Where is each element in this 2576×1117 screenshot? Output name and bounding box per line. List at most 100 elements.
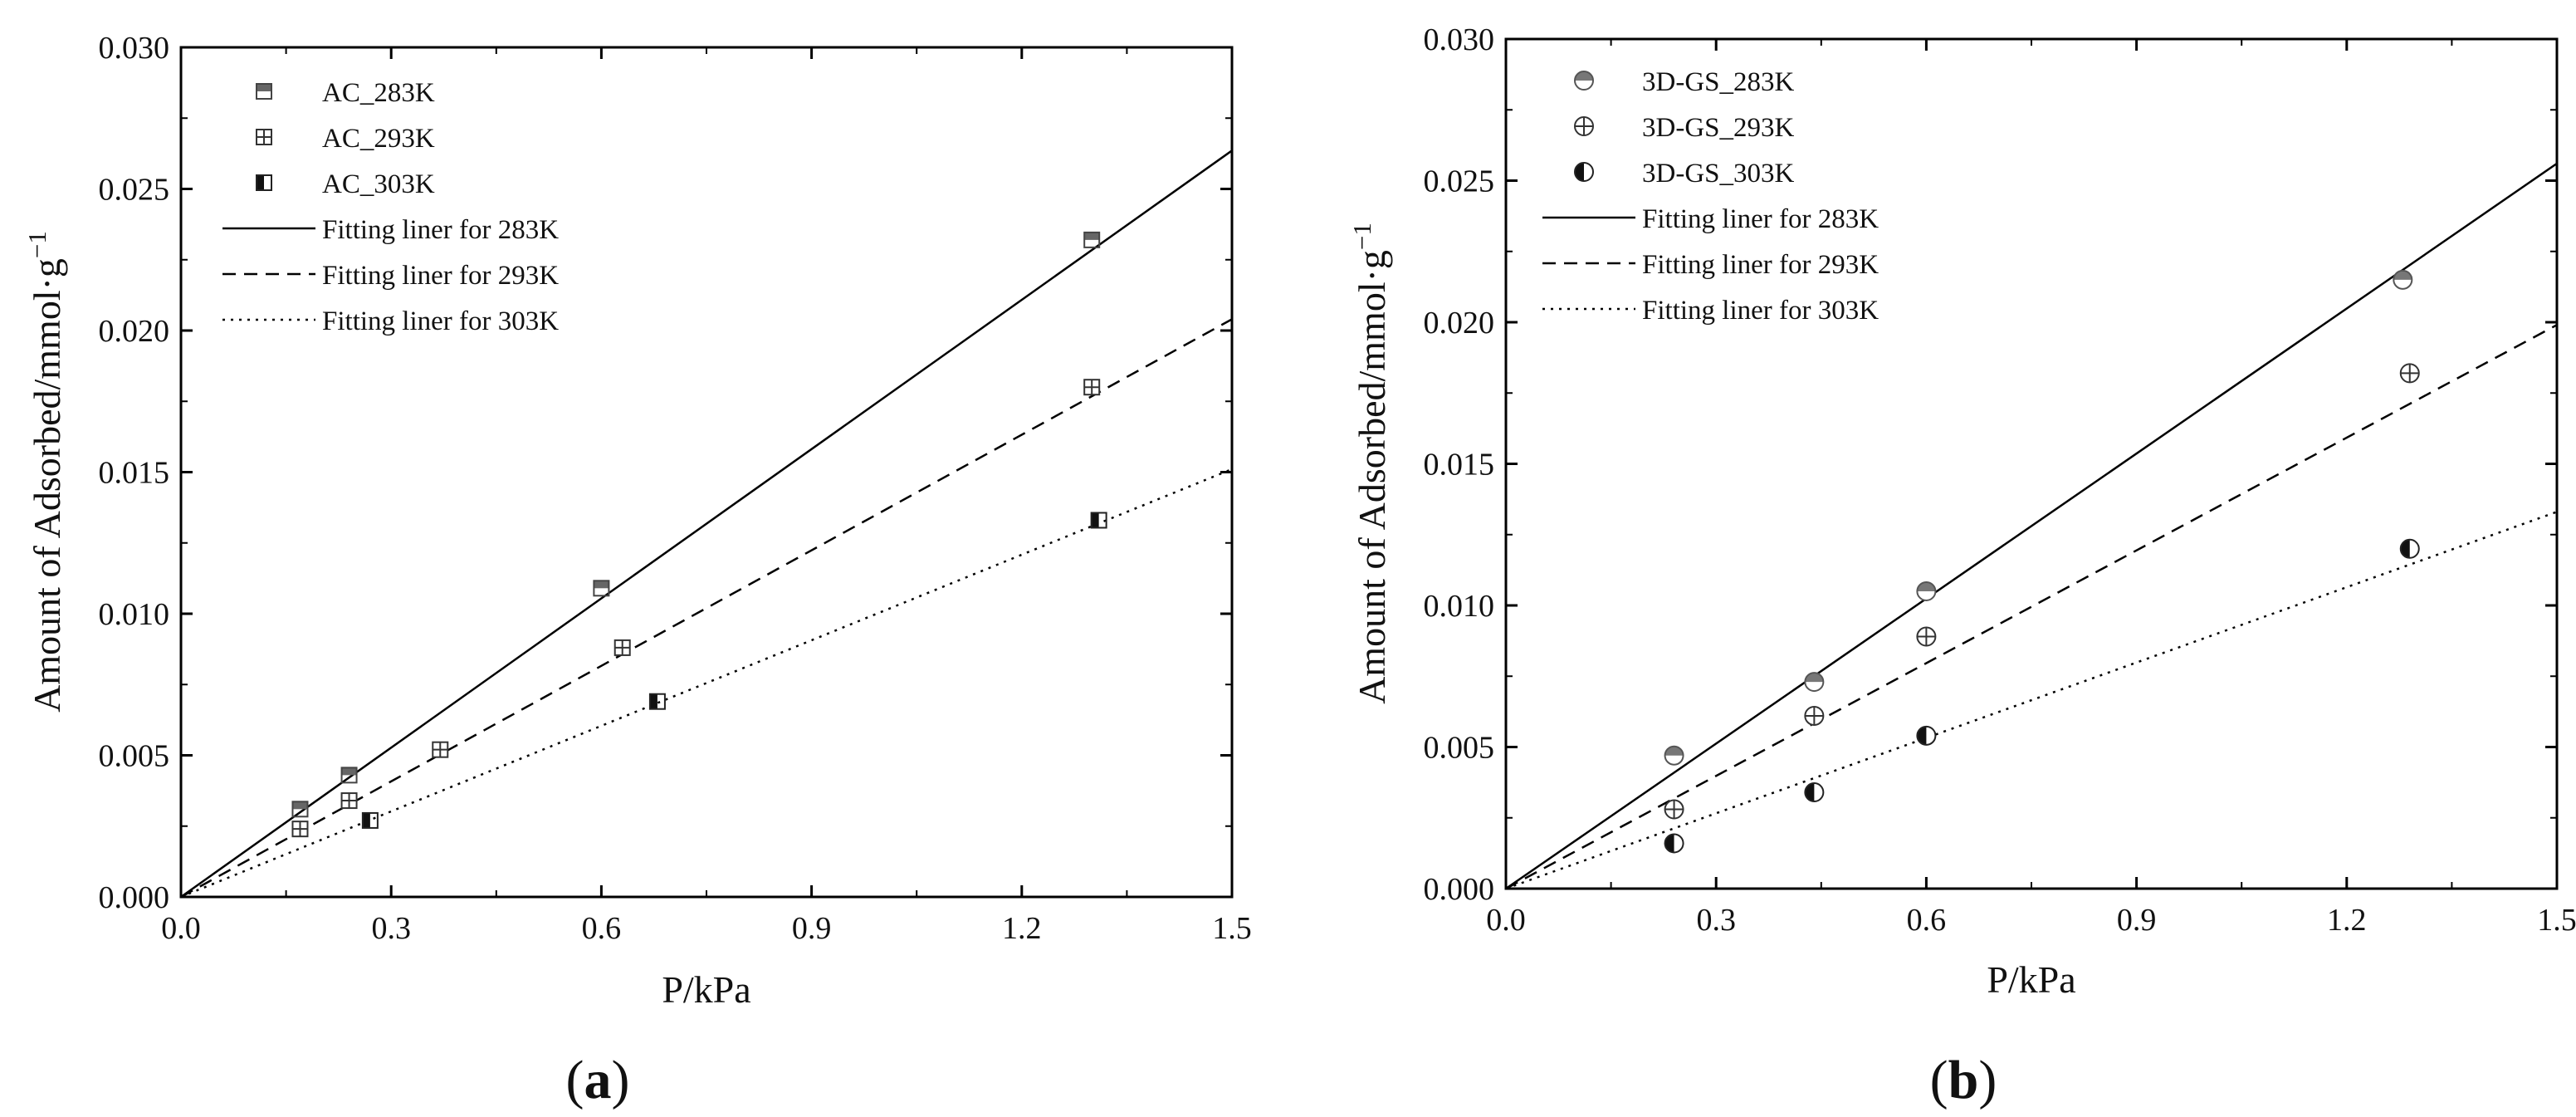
data-point-series-2 — [1090, 512, 1107, 529]
y-tick-labels-a: 0.000 0.005 0.010 0.015 0.020 0.025 0.03… — [99, 31, 170, 915]
legend-a: AC_283K AC_293K AC_303K Fitting liner fo… — [222, 78, 559, 336]
legend-label: 3D-GS_283K — [1642, 67, 1795, 97]
legend-entry-0: AC_283K — [256, 78, 435, 108]
y-tick-label: 0.005 — [99, 739, 170, 774]
y-tick-label: 0.015 — [1424, 448, 1495, 483]
data-points-b — [1664, 269, 2420, 854]
data-point-series-1 — [2399, 363, 2420, 384]
data-point-series-1 — [613, 639, 631, 656]
legend-b: 3D-GS_283K 3D-GS_293K 3D-GS_303K Fitting… — [1542, 67, 1879, 326]
legend-label: Fitting liner for 303K — [1642, 296, 1879, 326]
legend-label: Fitting liner for 293K — [1642, 250, 1879, 280]
legend-entry-fit-1: Fitting liner for 293K — [222, 261, 559, 291]
y-tick-label: 0.030 — [1424, 22, 1495, 57]
panel-b: 3D-GS_283K 3D-GS_293K 3D-GS_303K Fitting… — [1347, 22, 2576, 1110]
x-tick-label: 0.6 — [1907, 903, 1947, 938]
legend-label: 3D-GS_303K — [1642, 159, 1795, 189]
x-axis-title-a: P/kPa — [662, 968, 750, 1011]
data-point-series-1 — [340, 792, 358, 810]
legend-label: AC_293K — [322, 124, 435, 154]
legend-label: Fitting liner for 293K — [322, 261, 559, 291]
y-tick-label: 0.020 — [99, 314, 170, 349]
legend-entry-fit-0: Fitting liner for 283K — [222, 215, 559, 245]
y-tick-label: 0.030 — [99, 31, 170, 66]
fit-line-dashed — [1505, 324, 2558, 890]
x-tick-label: 0.0 — [161, 911, 201, 946]
x-tick-label: 0.3 — [371, 911, 411, 946]
legend-label: Fitting liner for 283K — [322, 215, 559, 245]
data-point-series-1 — [1083, 379, 1101, 396]
y-tick-labels-b: 0.000 0.005 0.010 0.015 0.020 0.025 0.03… — [1424, 22, 1495, 907]
legend-label: AC_303K — [322, 169, 435, 199]
x-tick-label: 0.9 — [2117, 903, 2157, 938]
data-point-series-1 — [291, 821, 309, 838]
x-tick-label: 0.3 — [1696, 903, 1736, 938]
legend-marker — [256, 129, 272, 145]
data-point-series-2 — [2399, 538, 2420, 559]
data-point-series-0 — [1664, 745, 1684, 766]
y-tick-label: 0.010 — [99, 597, 170, 632]
data-point-series-0 — [593, 580, 610, 597]
legend-entry-fit-0: Fitting liner for 283K — [1542, 204, 1879, 234]
tick-marks-b — [1504, 37, 2559, 890]
x-axis-title-b: P/kPa — [1987, 958, 2075, 1001]
legend-label: AC_283K — [322, 78, 435, 108]
fit-lines-b — [1505, 162, 2558, 890]
legend-marker — [256, 83, 272, 100]
legend-marker — [256, 174, 272, 191]
data-point-series-1 — [1916, 626, 1937, 647]
data-point-series-1 — [1804, 705, 1825, 726]
data-point-series-2 — [1916, 725, 1937, 746]
legend-label: Fitting liner for 303K — [322, 306, 559, 336]
y-axis-title-b: Amount of Adsorbed/mmol·g−1 — [1347, 223, 1393, 704]
legend-entry-0: 3D-GS_283K — [1574, 67, 1795, 97]
fit-line-dotted — [1505, 511, 2558, 890]
data-point-series-2 — [648, 693, 666, 710]
x-tick-label: 1.5 — [1212, 911, 1252, 946]
data-point-series-0 — [1804, 672, 1825, 693]
x-tick-label: 0.6 — [582, 911, 622, 946]
legend-entry-2: AC_303K — [256, 169, 435, 199]
data-point-series-2 — [1804, 782, 1825, 803]
fit-line-solid — [1505, 162, 2558, 890]
data-point-series-2 — [1664, 833, 1684, 854]
panel-label-a: (a) — [566, 1050, 630, 1110]
panel-a: AC_283K AC_293K AC_303K Fitting liner fo… — [22, 31, 1252, 1110]
data-point-series-2 — [361, 811, 379, 829]
data-point-series-0 — [340, 767, 358, 784]
legend-label: Fitting liner for 283K — [1642, 204, 1879, 234]
x-tick-labels-a: 0.0 0.3 0.6 0.9 1.2 1.5 — [161, 911, 1252, 946]
data-point-series-1 — [1664, 799, 1684, 820]
y-tick-label: 0.020 — [1424, 306, 1495, 340]
data-points-a — [291, 231, 1107, 838]
y-tick-label: 0.000 — [99, 880, 170, 915]
legend-entry-1: AC_293K — [256, 124, 435, 154]
legend-marker — [1574, 71, 1594, 91]
y-axis-title-a: Amount of Adsorbed/mmol·g−1 — [22, 231, 68, 713]
fit-line-dotted — [180, 468, 1233, 899]
x-tick-label: 0.0 — [1486, 903, 1526, 938]
x-tick-label: 0.9 — [792, 911, 832, 946]
legend-entry-fit-1: Fitting liner for 293K — [1542, 250, 1879, 280]
data-point-series-0 — [291, 801, 309, 818]
y-tick-label: 0.025 — [1424, 164, 1495, 199]
legend-marker — [1574, 116, 1594, 136]
legend-entry-fit-2: Fitting liner for 303K — [222, 306, 559, 336]
y-tick-label: 0.015 — [99, 456, 170, 491]
y-tick-label: 0.010 — [1424, 589, 1495, 624]
data-point-series-1 — [432, 741, 449, 758]
panel-label-b: (b) — [1930, 1050, 1997, 1110]
legend-marker — [1574, 162, 1594, 182]
x-tick-label: 1.2 — [1002, 911, 1042, 946]
legend-entry-fit-2: Fitting liner for 303K — [1542, 296, 1879, 326]
legend-entry-2: 3D-GS_303K — [1574, 159, 1795, 189]
legend-entry-1: 3D-GS_293K — [1574, 113, 1795, 143]
data-point-series-0 — [1083, 231, 1101, 248]
x-tick-label: 1.2 — [2327, 903, 2367, 938]
x-tick-label: 1.5 — [2537, 903, 2576, 938]
x-tick-labels-b: 0.0 0.3 0.6 0.9 1.2 1.5 — [1486, 903, 2576, 938]
data-point-series-0 — [2393, 269, 2413, 290]
fit-line-dashed — [180, 318, 1233, 899]
tick-marks-a — [179, 46, 1234, 899]
